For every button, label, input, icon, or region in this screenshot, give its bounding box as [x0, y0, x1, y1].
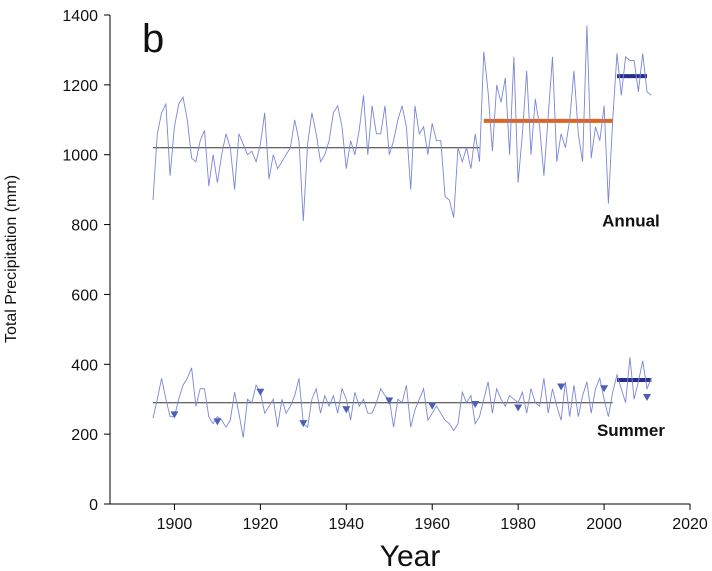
y-tick-label: 1200 — [62, 78, 98, 95]
x-tick-label: 2000 — [586, 516, 622, 533]
triangle-marker — [299, 420, 308, 428]
y-axis-ticks: 0 200 400 600 800 1000 1200 1400 — [62, 8, 110, 514]
x-tick-label: 1960 — [414, 516, 450, 533]
triangle-marker — [428, 402, 437, 410]
summer-markers — [170, 383, 652, 428]
series-label-summer: Summer — [597, 421, 665, 440]
triangle-marker — [256, 388, 265, 396]
x-tick-label: 2020 — [672, 516, 708, 533]
series-line-summer — [152, 357, 652, 438]
mean-lines — [152, 74, 652, 404]
y-tick-label: 400 — [71, 357, 98, 374]
y-tick-label: 1400 — [62, 8, 98, 25]
triangle-marker — [600, 385, 609, 393]
y-tick-label: 600 — [71, 287, 98, 304]
y-tick-label: 200 — [71, 427, 98, 444]
x-tick-label: 1900 — [157, 516, 193, 533]
triangle-marker — [170, 411, 179, 419]
triangle-marker — [385, 397, 394, 405]
series-line-annual — [152, 25, 652, 222]
y-tick-label: 0 — [89, 497, 98, 514]
panel-label: b — [142, 17, 164, 61]
series-label-annual: Annual — [602, 211, 660, 230]
x-tick-label: 1920 — [243, 516, 279, 533]
x-tick-label: 1940 — [328, 516, 364, 533]
y-tick-label: 800 — [71, 218, 98, 235]
triangle-marker — [213, 418, 222, 426]
series-lines — [152, 25, 652, 438]
axes — [109, 15, 690, 505]
x-tick-label: 1980 — [500, 516, 536, 533]
triangle-marker — [643, 393, 652, 401]
triangle-marker — [342, 406, 351, 414]
triangle-marker — [557, 383, 566, 391]
triangle-marker — [471, 400, 480, 408]
y-tick-label: 1000 — [62, 148, 98, 165]
x-axis-ticks: 1900 1920 1940 1960 1980 2000 2020 — [157, 504, 708, 533]
triangle-marker — [514, 404, 523, 412]
x-axis-title: Year — [380, 540, 441, 571]
y-axis-title: Total Precipitation (mm) — [3, 175, 20, 343]
